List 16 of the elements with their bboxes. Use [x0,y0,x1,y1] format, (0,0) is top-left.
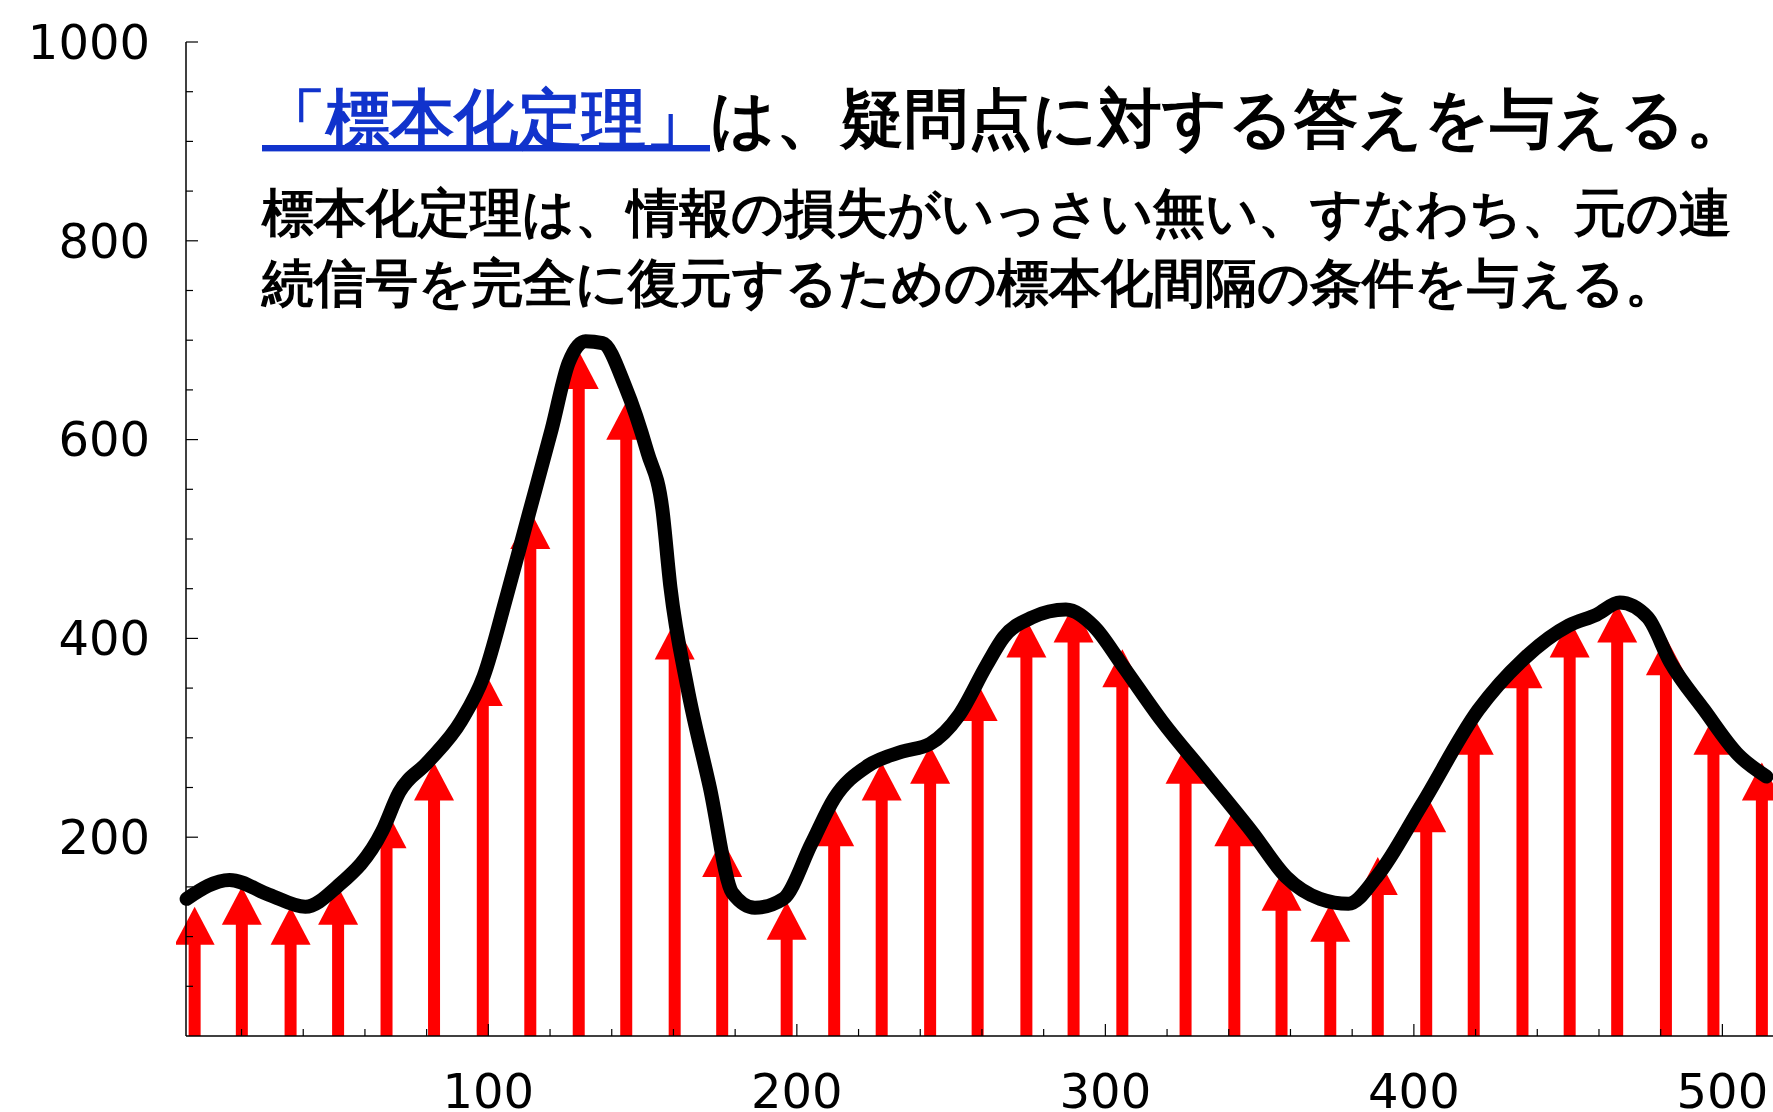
point [414,762,455,801]
annotation: 標本化定理は、情報の損失がいっさい無い、すなわち、元の連続信号を完全に復元するための標本化間隔の条件を与える。 [260,183,1731,313]
x-tick-label: 100 [442,1063,535,1112]
point [176,906,215,945]
y-tick-label: 200 [58,809,150,865]
x-tick-label: 200 [751,1063,843,1112]
annotation: は、疑問点に対する答えを与える。 [710,82,1750,156]
y-tick-label: 600 [58,411,150,468]
y-tick-label: 800 [58,212,150,269]
x-tick-label: 500 [1676,1063,1769,1112]
y-tick-label: 1000 [27,13,150,70]
x-tick-label: 300 [1059,1063,1152,1112]
x-tick-label: 400 [1368,1063,1460,1112]
annotation: 「標本化定理」 [262,82,710,156]
y-tick-label: 400 [58,610,150,667]
point [766,901,807,940]
